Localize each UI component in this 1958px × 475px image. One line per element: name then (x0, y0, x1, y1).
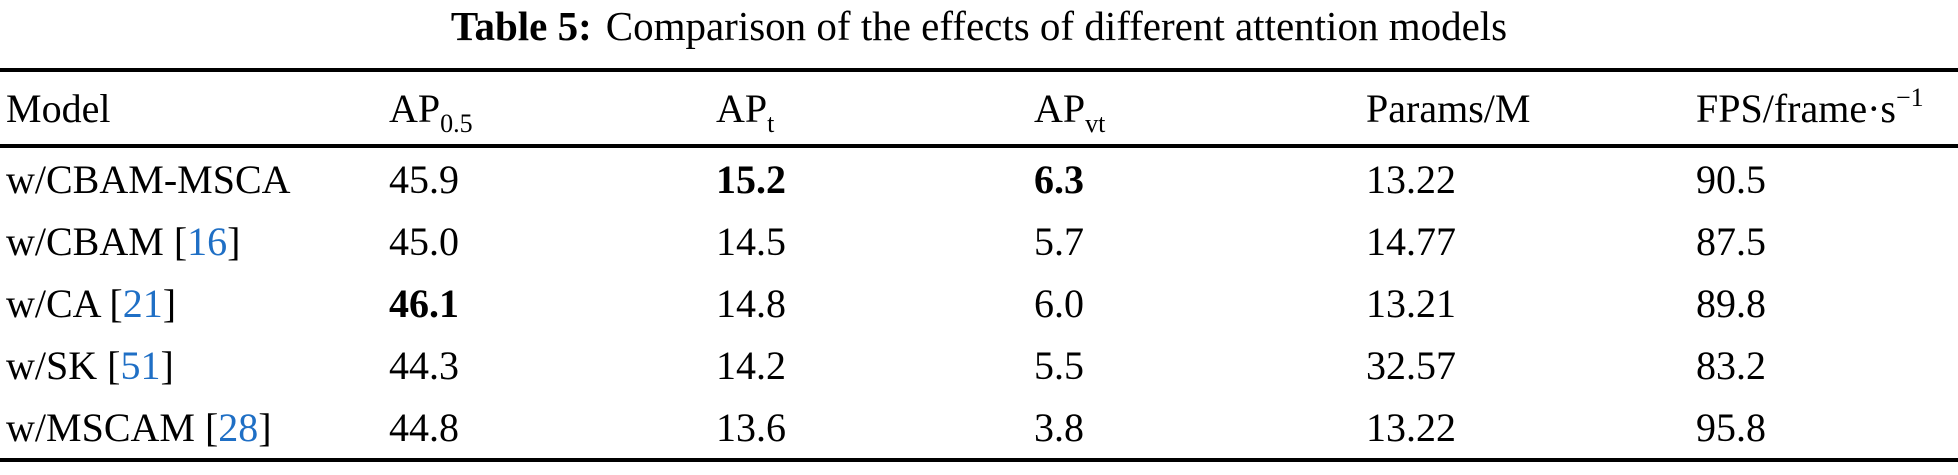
value-cell-ap05: 46.1 (389, 280, 459, 326)
col-header-params-label: Params/M (1366, 85, 1531, 131)
value-cell-apt: 14.2 (716, 342, 786, 388)
model-cell: w/CBAM [16] (6, 218, 241, 264)
table-caption: Table 5: Comparison of the effects of dif… (0, 2, 1958, 50)
model-cell: w/MSCAM [28] (6, 404, 272, 450)
model-label: w/CBAM-MSCA (6, 156, 291, 202)
col-header-apt-subscript: t (767, 108, 775, 138)
value-cell-apvt: 5.5 (1034, 342, 1084, 388)
value-cell-fps: 95.8 (1696, 404, 1766, 450)
col-header-apvt-label: AP (1034, 85, 1086, 131)
value-cell-fps: 90.5 (1696, 156, 1766, 202)
value-cell-fps: 89.8 (1696, 280, 1766, 326)
citation-link[interactable]: 28 (218, 404, 259, 450)
col-header-fps-superscript: −1 (1896, 82, 1924, 112)
col-header-apt: APt (716, 70, 1034, 148)
citation-link[interactable]: 51 (120, 342, 161, 388)
col-header-ap05-label: AP (389, 85, 441, 131)
table-header: Model AP0.5 APt APvt Params/M FPS/frame·… (0, 70, 1958, 148)
table-row: w/CA [21] 46.1 14.8 6.0 13.21 89.8 (0, 272, 1958, 334)
col-header-ap05-subscript: 0.5 (440, 108, 473, 138)
value-cell-apt: 14.8 (716, 280, 786, 326)
value-cell-apt: 13.6 (716, 404, 786, 450)
model-cell: w/CA [21] (6, 280, 177, 326)
value-cell-ap05: 44.3 (389, 342, 459, 388)
value-cell-ap05: 45.0 (389, 218, 459, 264)
comparison-table: Model AP0.5 APt APvt Params/M FPS/frame·… (0, 68, 1958, 462)
value-cell-params: 13.22 (1366, 404, 1456, 450)
col-header-model: Model (0, 70, 389, 148)
value-cell-apt: 14.5 (716, 218, 786, 264)
col-header-ap05: AP0.5 (389, 70, 716, 148)
value-cell-apvt: 6.0 (1034, 280, 1084, 326)
value-cell-apvt: 5.7 (1034, 218, 1084, 264)
col-header-apvt: APvt (1034, 70, 1366, 148)
col-header-fps-label: FPS/frame·s (1696, 85, 1896, 131)
col-header-model-label: Model (6, 85, 111, 131)
col-header-apvt-subscript: vt (1085, 108, 1106, 138)
table-row: w/SK [51] 44.3 14.2 5.5 32.57 83.2 (0, 334, 1958, 396)
value-cell-apt: 15.2 (716, 156, 786, 202)
table-row: w/CBAM [16] 45.0 14.5 5.7 14.77 87.5 (0, 210, 1958, 272)
value-cell-ap05: 44.8 (389, 404, 459, 450)
citation-link[interactable]: 21 (122, 280, 163, 326)
table-caption-text: Comparison of the effects of different a… (605, 3, 1508, 49)
table-caption-label: Table 5: (450, 3, 592, 49)
value-cell-fps: 87.5 (1696, 218, 1766, 264)
model-label: w/SK (6, 342, 98, 388)
value-cell-params: 14.77 (1366, 218, 1456, 264)
col-header-apt-label: AP (716, 85, 768, 131)
model-cell: w/SK [51] (6, 342, 174, 388)
model-cell: w/CBAM-MSCA (0, 146, 389, 210)
table-row: w/CBAM-MSCA 45.9 15.2 6.3 13.22 90.5 (0, 146, 1958, 210)
value-cell-ap05: 45.9 (389, 156, 459, 202)
model-label: w/MSCAM (6, 404, 195, 450)
model-label: w/CBAM (6, 218, 164, 264)
value-cell-fps: 83.2 (1696, 342, 1766, 388)
citation-link[interactable]: 16 (187, 218, 228, 264)
value-cell-params: 32.57 (1366, 342, 1456, 388)
model-label: w/CA (6, 280, 100, 326)
value-cell-params: 13.22 (1366, 156, 1456, 202)
header-row: Model AP0.5 APt APvt Params/M FPS/frame·… (0, 70, 1958, 148)
table-row: w/MSCAM [28] 44.8 13.6 3.8 13.22 95.8 (0, 396, 1958, 460)
table-body: w/CBAM-MSCA 45.9 15.2 6.3 13.22 90.5 w/CBAM [1… (0, 146, 1958, 460)
col-header-fps: FPS/frame·s−1 (1696, 70, 1958, 148)
col-header-params: Params/M (1366, 70, 1696, 148)
value-cell-params: 13.21 (1366, 280, 1456, 326)
value-cell-apvt: 3.8 (1034, 404, 1084, 450)
value-cell-apvt: 6.3 (1034, 156, 1084, 202)
